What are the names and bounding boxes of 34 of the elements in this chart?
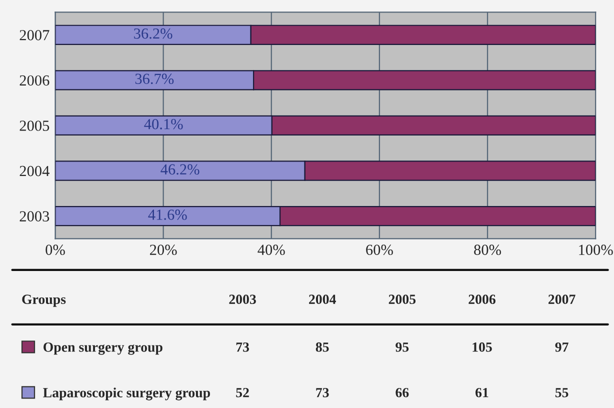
text: 2007 <box>548 294 576 304</box>
text: 2004 <box>309 294 336 304</box>
y-tick-label: 2007 <box>20 30 50 40</box>
text: 52 <box>236 388 249 398</box>
legend-label: Open surgery group <box>44 342 162 355</box>
data-label: 36.7% <box>135 74 174 84</box>
text: 2005 <box>388 294 416 304</box>
x-tick-label: 0% <box>46 244 65 256</box>
y-tick-label: 2003 <box>20 211 50 222</box>
data-label: 40.1% <box>144 118 183 130</box>
text: 73 <box>236 342 249 352</box>
y-tick-label: 2005 <box>20 120 50 131</box>
text: 2006 <box>468 294 496 304</box>
y-tick-label: 2006 <box>20 75 50 86</box>
text: 61 <box>476 388 488 398</box>
text: 97 <box>555 342 568 352</box>
data-label: 46.2% <box>160 164 200 175</box>
legend-label: Laparoscopic surgery group <box>43 388 210 400</box>
x-tick-label: 40% <box>258 244 285 256</box>
data-label: 36.2% <box>134 28 172 39</box>
y-tick-label: 2004 <box>20 166 50 176</box>
legend-title: Groups <box>22 294 66 307</box>
text: 2003 <box>229 294 256 304</box>
x-tick-label: 80% <box>474 244 501 256</box>
x-tick-label: 100% <box>579 244 613 256</box>
text: 55 <box>555 388 568 398</box>
data-label: 41.6% <box>148 210 187 220</box>
text: 73 <box>316 388 329 398</box>
text: 95 <box>396 342 409 352</box>
x-tick-label: 20% <box>150 244 177 256</box>
x-tick-label: 60% <box>366 244 393 256</box>
text: 66 <box>396 388 409 398</box>
text: 85 <box>316 342 329 352</box>
text: 105 <box>472 342 492 352</box>
